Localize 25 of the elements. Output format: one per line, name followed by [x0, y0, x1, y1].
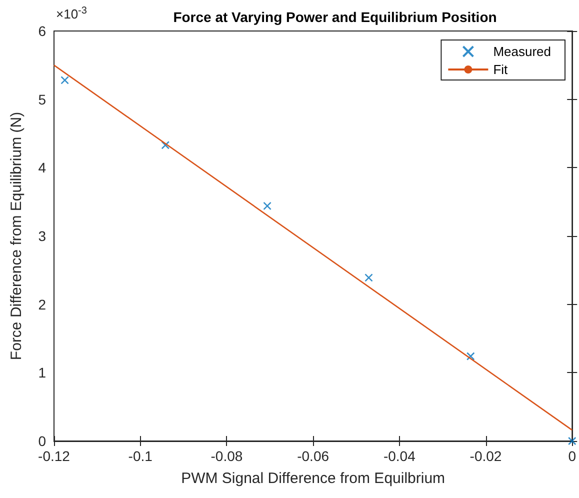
point: [263, 202, 272, 210]
y-tick-label: 6: [38, 23, 46, 39]
point: [60, 76, 69, 84]
x-tick-label: -0.06: [297, 448, 330, 464]
legend-label: Measured: [493, 44, 552, 59]
y-tick-label: 5: [38, 91, 46, 108]
y-tick-label: 0: [38, 433, 46, 449]
legend-label: Fit: [493, 62, 508, 77]
x-tick-label: -0.02: [470, 448, 502, 464]
x-tick-label: -0.1: [128, 448, 153, 464]
x-tick-label: 0: [568, 448, 576, 464]
y-tick-label: 2: [38, 296, 46, 312]
x-tick-label: -0.12: [38, 448, 70, 464]
chart-title: Force at Varying Power and Equilibrium Position: [173, 9, 497, 25]
y-axis-title: Force Difference from Equilibrium (N): [8, 112, 25, 360]
point: [568, 436, 576, 446]
point: [161, 140, 170, 150]
y-tick-label: 4: [38, 160, 46, 176]
point: [466, 352, 475, 360]
y-tick-label: 3: [38, 228, 46, 244]
x-tick-label: -0.08: [210, 448, 243, 464]
y-tick-label: 1: [38, 364, 46, 381]
point: [364, 274, 373, 282]
x-tick-label: -0.04: [383, 448, 416, 464]
x-axis-title: PWM Signal Difference from Equilbrium: [181, 470, 446, 487]
